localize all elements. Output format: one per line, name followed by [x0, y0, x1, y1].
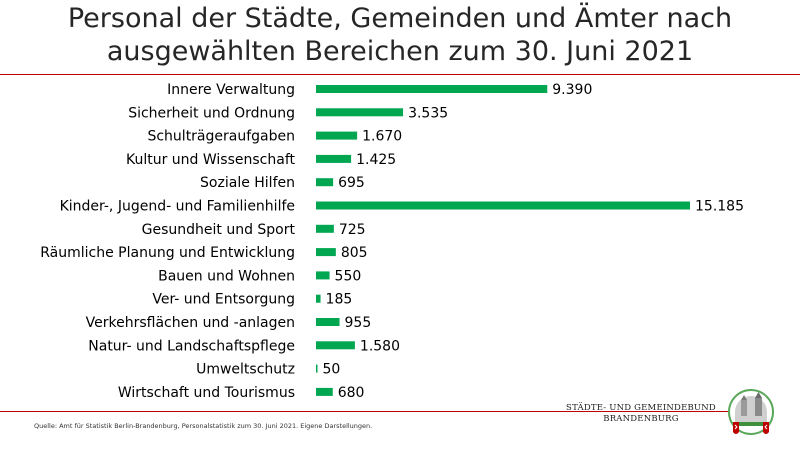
category-label: Gesundheit und Sport — [142, 222, 296, 238]
data-label: 695 — [338, 175, 365, 191]
bar — [316, 364, 318, 373]
category-label: Kultur und Wissenschaft — [126, 152, 296, 168]
data-label: 9.390 — [552, 82, 592, 98]
bar — [316, 271, 330, 280]
bar — [316, 387, 333, 396]
bar — [316, 318, 340, 326]
bar — [316, 131, 358, 140]
coat-of-arms-icon — [728, 389, 774, 435]
data-label: 1.670 — [362, 129, 402, 145]
data-label: 680 — [338, 385, 365, 401]
category-label: Wirtschaft und Tourismus — [118, 385, 295, 401]
bar — [316, 201, 690, 210]
bar-chart: Innere Verwaltung 9.390 Sicherheit und Ord… — [40, 82, 744, 401]
bar — [316, 248, 336, 257]
category-label: Verkehrsflächen und -anlagen — [86, 315, 295, 331]
chart-title-line-1: Personal der Städte, Gemeinden und Ämter… — [67, 3, 733, 34]
footer-divider — [0, 411, 728, 412]
bar — [316, 224, 334, 233]
data-label: 3.535 — [408, 105, 448, 121]
category-label: Natur- und Landschaftspflege — [88, 338, 295, 354]
category-label: Ver- und Entsorgung — [152, 292, 295, 308]
data-label: 15.185 — [695, 199, 744, 215]
source-note: Quelle: Amt für Statistik Berlin-Branden… — [34, 422, 373, 430]
data-label: 725 — [339, 222, 366, 238]
category-label: Innere Verwaltung — [167, 82, 295, 98]
bar — [316, 154, 352, 163]
logo-text-line-2: BRANDENBURG — [603, 414, 679, 424]
logo-text-line-1: STÄDTE- UND GEMEINDEBUND — [566, 403, 716, 413]
bar — [316, 178, 334, 187]
chart-title: Personal der Städte, Gemeinden und Ämter… — [0, 2, 800, 68]
title-divider — [0, 74, 800, 75]
data-label: 1.580 — [360, 338, 400, 354]
data-label: 185 — [326, 292, 353, 308]
bar — [316, 294, 321, 303]
data-label: 550 — [335, 268, 362, 284]
category-label: Soziale Hilfen — [200, 175, 295, 191]
category-label: Umweltschutz — [196, 362, 295, 378]
data-label: 805 — [341, 245, 368, 261]
data-label: 1.425 — [356, 152, 396, 168]
organization-logo-text: STÄDTE- UND GEMEINDEBUND BRANDENBURG — [560, 403, 722, 425]
bar — [316, 341, 355, 350]
category-label: Bauen und Wohnen — [158, 268, 295, 284]
bar — [316, 108, 404, 117]
category-label: Sicherheit und Ordnung — [128, 105, 295, 121]
data-label: 50 — [323, 362, 341, 378]
data-label: 955 — [345, 315, 372, 331]
category-label: Kinder-, Jugend- und Familienhilfe — [60, 199, 295, 215]
chart-title-line-2: ausgewählten Bereichen zum 30. Juni 2021 — [106, 36, 694, 67]
category-label: Räumliche Planung und Entwicklung — [40, 245, 295, 261]
category-label: Schulträgeraufgaben — [147, 129, 295, 145]
bar — [316, 85, 548, 93]
